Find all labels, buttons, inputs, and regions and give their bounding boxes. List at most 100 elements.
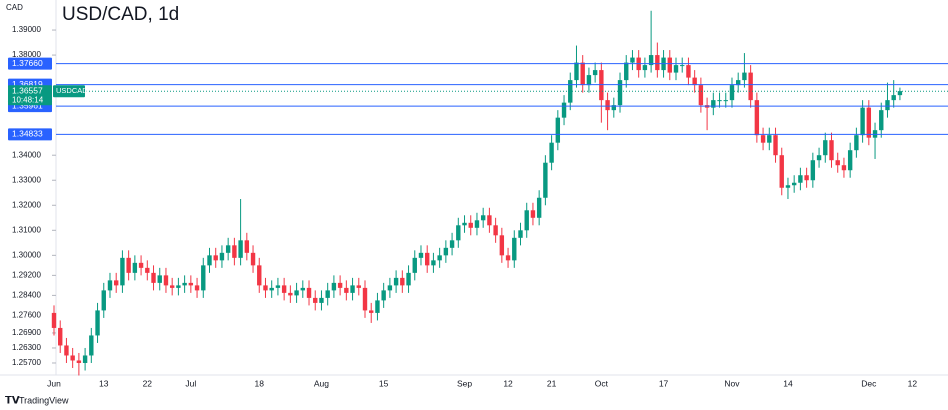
candle-body bbox=[157, 275, 162, 283]
y-tick-label: 1.27600 bbox=[12, 311, 41, 320]
candle-body bbox=[107, 280, 113, 291]
x-tick-label: 15 bbox=[379, 378, 389, 388]
chart-title: USD/CAD, 1d bbox=[62, 4, 179, 25]
candle-body bbox=[331, 282, 337, 291]
logo-mark: 𝗧𝗩 bbox=[5, 396, 20, 407]
candle-body bbox=[897, 91, 903, 96]
candle-body bbox=[281, 285, 287, 293]
candle-body bbox=[456, 225, 461, 241]
candle-body bbox=[655, 55, 660, 71]
candle-body bbox=[201, 265, 206, 291]
candle-body bbox=[823, 140, 828, 156]
candle-body bbox=[512, 237, 517, 261]
candle-body bbox=[182, 282, 187, 286]
candle-body bbox=[132, 262, 138, 273]
candle-body bbox=[387, 285, 393, 291]
y-tick-label: 1.31000 bbox=[12, 225, 41, 234]
x-tick-label: 14 bbox=[783, 378, 793, 388]
candle-body bbox=[760, 135, 766, 143]
candle-body bbox=[443, 247, 449, 256]
candle-body bbox=[381, 290, 386, 301]
candle-body bbox=[269, 287, 274, 291]
candle-body bbox=[350, 285, 355, 293]
candle-body bbox=[393, 277, 399, 286]
footer-logo: 𝗧𝗩 TradingView bbox=[5, 395, 69, 406]
candle-body bbox=[592, 70, 598, 76]
candle-body bbox=[680, 65, 685, 67]
candle-body bbox=[493, 225, 498, 236]
candle-body bbox=[860, 107, 865, 136]
candle-body bbox=[449, 240, 455, 248]
candle-body bbox=[232, 245, 237, 258]
candle-body bbox=[711, 100, 716, 108]
candle-body bbox=[854, 135, 859, 151]
x-tick-label: Dec bbox=[861, 378, 877, 388]
x-tick-label: 12 bbox=[503, 378, 513, 388]
candle-body bbox=[723, 100, 728, 102]
candle-body bbox=[101, 290, 106, 311]
candle-body bbox=[499, 235, 505, 256]
candle-body bbox=[692, 77, 697, 86]
candle-body bbox=[244, 240, 250, 253]
candle-body bbox=[717, 100, 722, 102]
candle-body bbox=[325, 290, 330, 298]
candle-body bbox=[810, 160, 816, 181]
candle-body bbox=[617, 80, 623, 106]
y-tick-label: 1.28400 bbox=[12, 291, 41, 300]
candle-body bbox=[369, 310, 374, 313]
candle-body bbox=[462, 222, 467, 226]
level-tag bbox=[8, 128, 52, 141]
candle-body bbox=[798, 175, 803, 183]
candle-body bbox=[742, 72, 747, 81]
candle-body bbox=[213, 255, 218, 261]
candle-body bbox=[791, 182, 797, 186]
y-tick-label: 1.39000 bbox=[12, 25, 41, 34]
candle-body bbox=[257, 265, 262, 286]
candle-body bbox=[586, 75, 592, 86]
candle-body bbox=[767, 135, 772, 143]
candle-body bbox=[82, 355, 88, 363]
candle-body bbox=[841, 165, 847, 171]
candle-body bbox=[418, 252, 424, 258]
y-tick-label: 1.26900 bbox=[12, 328, 41, 337]
candle-body bbox=[250, 252, 256, 266]
x-tick-label: 22 bbox=[143, 378, 153, 388]
candle-body bbox=[549, 142, 554, 163]
candle-body bbox=[648, 55, 654, 66]
candle-body bbox=[431, 260, 436, 266]
candle-body bbox=[194, 285, 200, 291]
candle-body bbox=[580, 62, 585, 86]
candle-body bbox=[667, 57, 672, 73]
countdown-label: 10:48:14 bbox=[12, 95, 44, 104]
candle-body bbox=[891, 95, 896, 101]
candle-body bbox=[530, 210, 536, 218]
candle-body bbox=[642, 65, 648, 71]
candle-body bbox=[294, 290, 299, 296]
last-price-tag bbox=[8, 85, 52, 106]
candle-body bbox=[487, 215, 492, 226]
candle-body bbox=[785, 185, 791, 188]
candle-body bbox=[337, 282, 343, 288]
y-tick-label: 1.33000 bbox=[12, 175, 41, 184]
candle-body bbox=[362, 287, 368, 311]
candle-body bbox=[480, 215, 486, 221]
last-price-label: 1.36557 bbox=[12, 85, 43, 95]
x-tick-label: 17 bbox=[659, 378, 669, 388]
candle-body bbox=[126, 257, 131, 273]
candle-body bbox=[263, 285, 268, 291]
candle-body bbox=[474, 220, 480, 228]
candle-body bbox=[176, 285, 181, 288]
candle-body bbox=[611, 105, 616, 111]
y-tick-label: 1.38000 bbox=[12, 50, 41, 59]
level-label: 1.35961 bbox=[12, 100, 43, 110]
x-tick-label: 18 bbox=[255, 378, 265, 388]
candle-body bbox=[804, 175, 809, 181]
candle-body bbox=[300, 287, 305, 291]
x-tick-label: 12 bbox=[908, 378, 918, 388]
candle-body bbox=[686, 65, 691, 78]
candle-body bbox=[64, 345, 69, 356]
candle-body bbox=[754, 100, 760, 136]
candle-body bbox=[425, 252, 430, 266]
